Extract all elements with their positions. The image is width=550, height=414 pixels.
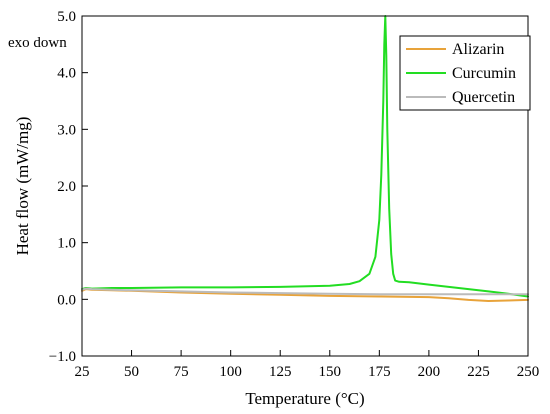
ticks-layer: 25 50 75 100 125 150 175 200 225 250 −1.0 0.0 1.0 2.0… (49, 9, 539, 380)
y-axis-title: Heat flow (mW/mg) (13, 117, 32, 256)
x-tick-label: 225 (467, 364, 490, 380)
y-tick-label: 1.0 (57, 236, 76, 252)
y-tick-label: 0.0 (57, 292, 76, 308)
x-axis-title: Temperature (°C) (245, 389, 364, 408)
series-layer (81, 15, 529, 302)
legend: Alizarin Curcumin Quercetin (399, 35, 531, 111)
legend-items: Alizarin Curcumin Quercetin (406, 41, 516, 106)
x-tick-label: 125 (269, 364, 292, 380)
y-tick-label: 3.0 (57, 122, 76, 138)
x-tick-label: 150 (319, 364, 342, 380)
x-tick-label: 75 (174, 364, 189, 380)
y-tick-label: 4.0 (57, 66, 76, 82)
x-tick-label: 100 (219, 364, 242, 380)
plot-frame (81, 15, 529, 357)
legend-label-alizarin: Alizarin (452, 41, 504, 58)
x-tick-label: 200 (418, 364, 441, 380)
series-line-curcumin (81, 15, 529, 298)
y-tick-label: 2.0 (57, 179, 76, 195)
x-tick-label: 25 (75, 364, 90, 380)
x-tick-label: 250 (517, 364, 540, 380)
x-tick-label: 175 (368, 364, 391, 380)
y-tick-label: −1.0 (49, 349, 76, 365)
series-line-quercetin (81, 287, 529, 296)
legend-label-quercetin: Quercetin (452, 89, 515, 106)
legend-label-curcumin: Curcumin (452, 65, 516, 82)
y-tick-label: 5.0 (57, 9, 76, 25)
x-tick-label: 50 (124, 364, 139, 380)
exo-down-annotation: exo down (8, 35, 67, 51)
